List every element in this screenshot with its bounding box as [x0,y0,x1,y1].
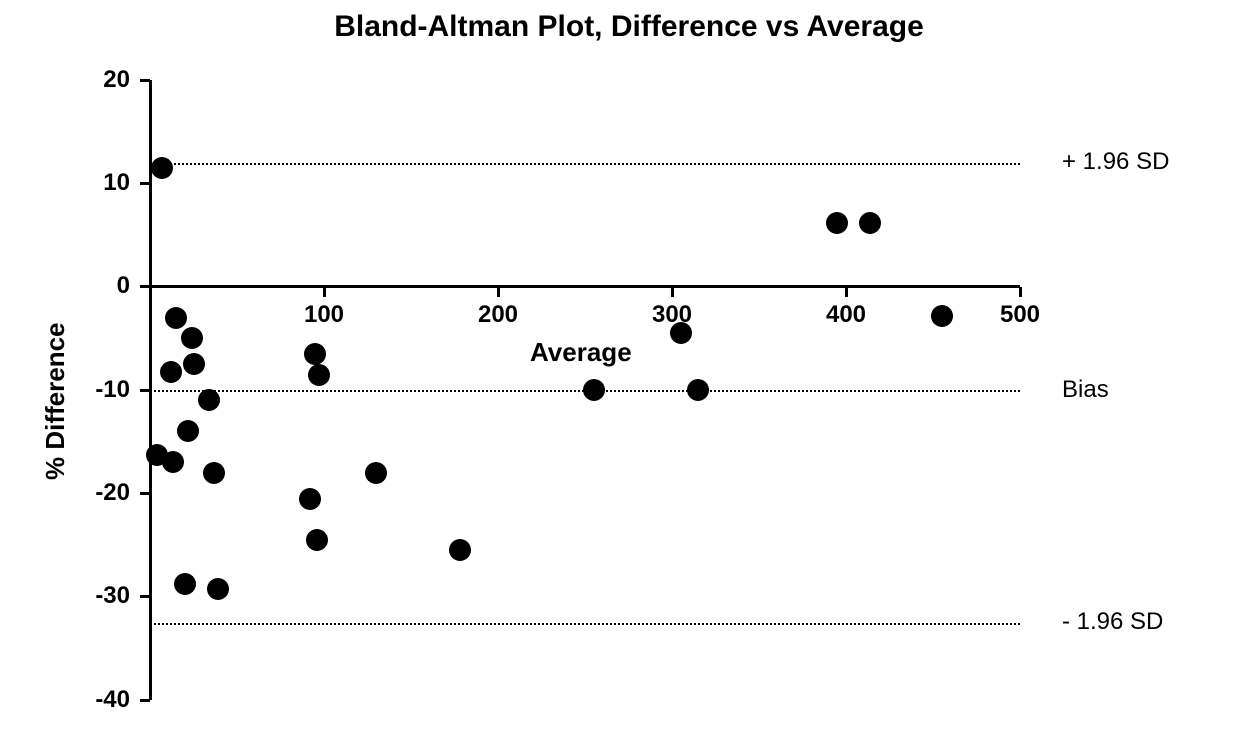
data-point [207,578,229,600]
plot-area: -40-30-20-1001020100200300400500% Differ… [150,80,1020,700]
data-point [583,379,605,401]
y-tick-label: 20 [70,66,130,94]
data-point [308,364,330,386]
data-point [165,307,187,329]
y-tick-label: 10 [70,169,130,197]
chart-container: Bland-Altman Plot, Difference vs Average… [0,0,1258,732]
x-axis [150,285,1020,288]
data-point [365,462,387,484]
data-point [306,529,328,551]
x-tick-label: 100 [284,301,364,329]
x-tick-label: 400 [806,301,886,329]
data-point [859,212,881,234]
data-point [177,420,199,442]
data-point [299,488,321,510]
x-tick [845,287,848,297]
data-point [449,539,471,561]
data-point [304,343,326,365]
data-point [183,353,205,375]
data-point [174,573,196,595]
data-point [826,212,848,234]
reference-label-upper_loa: + 1.96 SD [1062,148,1169,176]
chart-title: Bland-Altman Plot, Difference vs Average [0,10,1258,44]
y-tick [140,699,150,702]
x-tick-label: 500 [980,301,1060,329]
y-tick [140,492,150,495]
y-tick [140,182,150,185]
y-tick [140,79,150,82]
data-point [687,379,709,401]
x-tick [497,287,500,297]
reference-label-bias: Bias [1062,376,1109,404]
reference-line-upper_loa [150,163,1020,165]
y-tick [140,285,150,288]
data-point [162,451,184,473]
data-point [151,157,173,179]
y-tick [140,389,150,392]
data-point [931,305,953,327]
y-tick [140,595,150,598]
data-point [670,322,692,344]
y-tick-label: -10 [70,376,130,404]
x-tick-label: 200 [458,301,538,329]
y-tick-label: -30 [70,582,130,610]
reference-line-lower_loa [150,623,1020,625]
data-point [160,361,182,383]
x-tick [1019,287,1022,297]
x-tick [671,287,674,297]
x-axis-label: Average [530,337,632,368]
x-tick [323,287,326,297]
y-tick-label: -40 [70,686,130,714]
y-tick-label: 0 [70,272,130,300]
data-point [203,462,225,484]
y-tick-label: -20 [70,479,130,507]
data-point [181,327,203,349]
y-axis-label: % Difference [40,323,71,481]
reference-label-lower_loa: - 1.96 SD [1062,608,1163,636]
data-point [198,389,220,411]
